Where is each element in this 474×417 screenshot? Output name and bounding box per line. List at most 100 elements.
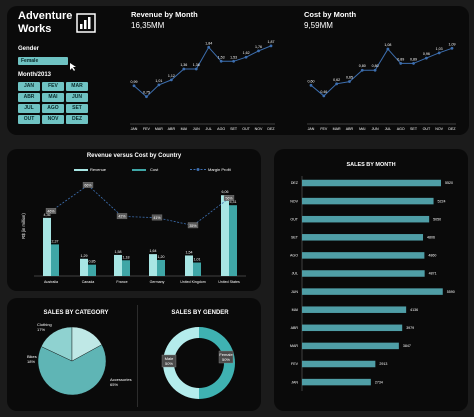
sales-month-bar [302, 197, 434, 205]
sales-month-bar [302, 288, 443, 295]
cost-tick-label: DEZ [448, 127, 456, 131]
margin-profit-label-box [116, 213, 128, 220]
cost-chart-total: 9,59MM [304, 21, 333, 30]
country-tick-label: United States [218, 280, 240, 284]
cost-point [450, 46, 454, 50]
cost-data-label: 1,18 [123, 255, 130, 259]
revenue-data-label: 1,36 [193, 63, 200, 67]
month-button-jul[interactable]: JUL [18, 104, 40, 113]
month-button-nov[interactable]: NOV [42, 115, 64, 124]
revenue-bar [80, 258, 88, 276]
legend-label-cost: Cost [150, 167, 159, 172]
sales-month-data-label: 4806 [427, 236, 435, 240]
margin-profit-data-label: 42% [118, 215, 126, 219]
margin-profit-data-label: 46% [47, 210, 55, 214]
cost-tick-label: JAN [308, 127, 315, 131]
revenue-tick-label: MAR [155, 127, 163, 131]
sales-month-tick-label: DEZ [291, 181, 299, 185]
cost-data-label: 1,09 [449, 42, 456, 46]
cost-tick-label: AGO [397, 127, 405, 131]
month-button-fev[interactable]: FEV [42, 82, 64, 91]
cost-point [437, 51, 441, 55]
revenue-data-label: 1,29 [81, 254, 88, 258]
revenue-chart-title: Revenue by Month [131, 10, 198, 19]
month-button-jan[interactable]: JAN [18, 82, 40, 91]
month-button-jun[interactable]: JUN [66, 93, 88, 102]
cost-point [309, 83, 313, 87]
country-tick-label: France [116, 280, 127, 284]
category-slice [71, 326, 103, 362]
margin-profit-data-label: 35% [189, 224, 197, 228]
revenue-data-label: 0,99 [131, 80, 138, 84]
month-button-mar[interactable]: MAR [66, 82, 88, 91]
sales-month-tick-label: AGO [290, 254, 298, 258]
month-button-ago[interactable]: AGO [42, 104, 64, 113]
cost-point [386, 47, 390, 51]
sales-month-bar [302, 378, 371, 386]
revenue-point [132, 84, 136, 88]
month-button-mai[interactable]: MAI [42, 93, 64, 102]
legend-swatch-revenue [74, 169, 88, 171]
month-button-out[interactable]: OUT [18, 115, 40, 124]
gender-slice-label-value: 50% [222, 357, 230, 362]
country-tick-label: United Kingdom [180, 280, 206, 284]
cost-bar [193, 262, 201, 276]
category-gender-divider [137, 305, 138, 407]
sales-month-bar [302, 270, 425, 277]
cost-bar [51, 244, 59, 276]
revenue-data-label: 0,75 [143, 91, 150, 95]
cost-tick-label: FEV [320, 127, 328, 131]
revenue-data-label: 1,53 [218, 55, 225, 59]
brand-title-line1: Adventure [18, 10, 73, 22]
revenue-data-label: 1,54 [186, 250, 193, 254]
revenue-tick-label: SET [230, 127, 238, 131]
revenue-bar [43, 217, 51, 276]
sales-month-bar [302, 324, 403, 332]
revenue-data-label: 1,87 [268, 40, 275, 44]
revenue-chart-total: 16,35MM [131, 21, 165, 30]
category-slice-label-value: 17% [37, 327, 45, 332]
sales-by-month-panel [274, 149, 468, 411]
gender-label-box [218, 350, 234, 364]
revenue-point [219, 59, 223, 63]
revenue-data-label: 1,62 [243, 51, 250, 55]
revenue-data-label: 6,06 [222, 190, 229, 194]
sales-month-tick-label: JUL [292, 272, 298, 276]
sales-month-data-label: 2913 [379, 362, 387, 366]
sales-month-tick-label: SET [291, 236, 299, 240]
cost-data-label: 0,60 [308, 79, 315, 83]
revenue-tick-label: MAI [181, 127, 187, 131]
legend-swatch-cost [132, 169, 146, 171]
cost-series-line [310, 47, 453, 97]
cost-data-label: 1,01 [194, 258, 201, 262]
gender-slice [199, 327, 235, 399]
revenue-point [182, 67, 186, 71]
sales-month-data-label: 4871 [429, 272, 437, 276]
sales-month-tick-label: ABR [291, 326, 299, 330]
revenue-point [207, 45, 211, 49]
sales-month-bar [302, 234, 424, 241]
cost-data-label: 0,46 [320, 90, 327, 94]
sales-month-bar [302, 215, 430, 223]
month-filter-title: Month/2013 [18, 72, 52, 78]
month-button-abr[interactable]: ABR [18, 93, 40, 102]
sales-month-tick-label: MAI [292, 308, 298, 312]
revenue-point [169, 78, 173, 82]
sales-month-tick-label: NOV [290, 199, 298, 203]
sales-month-bar [302, 306, 407, 313]
month-button-set[interactable]: SET [66, 104, 88, 113]
revenue-data-label: 1,12 [168, 74, 175, 78]
revenue-point [157, 83, 161, 87]
country-chart-title: Revenue versus Cost by Country [86, 153, 182, 159]
sales-month-bar [302, 360, 376, 368]
month-button-dez[interactable]: DEZ [66, 115, 88, 124]
cost-tick-label: SET [410, 127, 418, 131]
cost-point [399, 62, 403, 65]
gender-filter-female[interactable]: Female [18, 57, 68, 65]
cost-data-label: 5,31 [230, 200, 237, 204]
cost-chart-title: Cost by Month [304, 10, 357, 19]
cost-tick-label: JUL [385, 127, 391, 131]
